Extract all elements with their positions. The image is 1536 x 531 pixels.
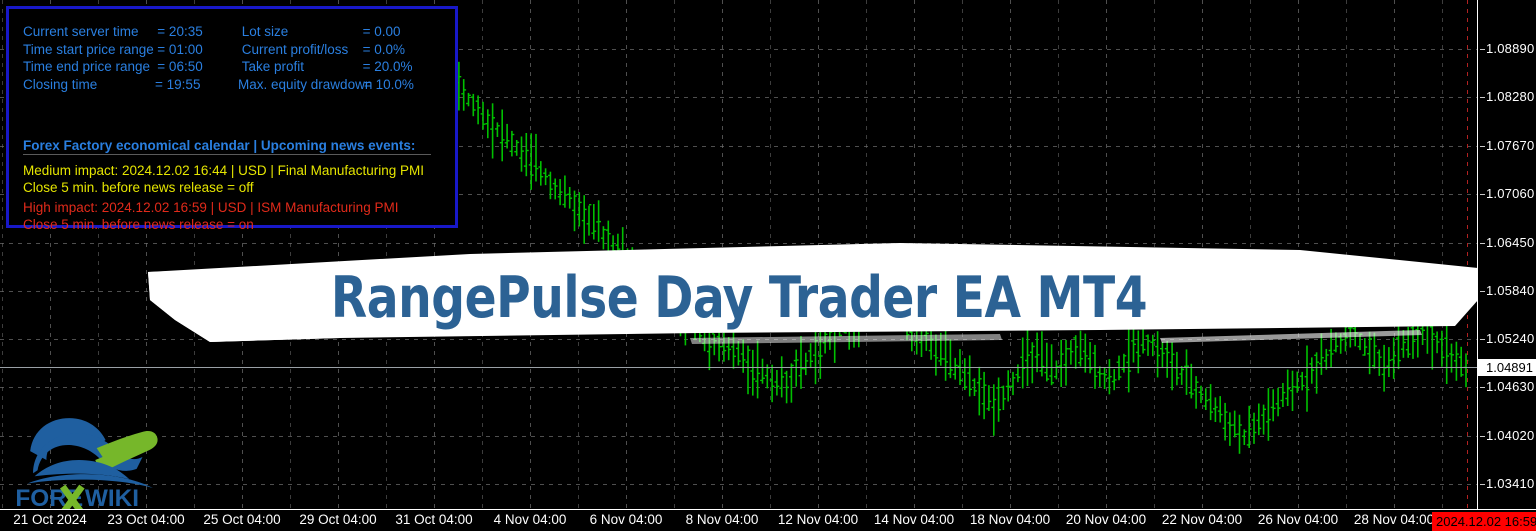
forex-wiki-trading-logo: FORE WIKI TRADING: [15, 418, 158, 509]
page-title: RangePulse Day Trader EA MT4: [330, 265, 1148, 331]
tick-dash: [1480, 242, 1485, 244]
price-axis-tick: 1.07670: [1480, 138, 1534, 153]
time-axis-tick: 22 Nov 04:00: [1161, 512, 1243, 527]
price-axis-tick: 1.05240: [1480, 331, 1534, 346]
price-axis-tick: 1.03410: [1480, 476, 1534, 491]
time-axis-tick: 20 Nov 04:00: [1065, 512, 1147, 527]
ea-info-panel: Current server time = 20:35 Lot size = 0.00…: [6, 6, 458, 232]
time-axis-tick: 28 Nov 04:00: [1353, 512, 1435, 527]
stat-value: = 10.0%: [364, 76, 414, 92]
current-price-line: [0, 367, 1478, 368]
news-time-badge: 2024.12.02 16:59: [1432, 512, 1536, 531]
price-axis: 1.08890 1.08280 1.07670 1.07060 1.06450 1.058…: [1477, 0, 1536, 509]
price-axis-tick: 1.06450: [1480, 235, 1534, 250]
tick-dash: [1480, 48, 1485, 50]
current-price-tag: 1.04891: [1478, 359, 1536, 376]
tick-dash: [1480, 193, 1485, 195]
stat-value: = 0.00: [362, 24, 401, 39]
ea-stat-row: Time start price range = 01:00 Current pro…: [23, 41, 447, 59]
stat-value: = 19:55: [155, 76, 201, 92]
stat-label: Current profit/loss: [241, 41, 349, 57]
panel-divider: [23, 154, 431, 155]
time-axis-tick: 21 Oct 2024: [13, 512, 87, 527]
ea-stat-row: Closing time = 19:55 Max. equity drawdown =…: [23, 76, 447, 94]
time-axis-tick: 8 Nov 04:00: [685, 512, 759, 527]
ea-stat-row: Time end price range = 06:50 Take profit = …: [23, 58, 447, 76]
price-axis-tick: 1.04630: [1480, 379, 1534, 394]
news-event-high-line1: High impact: 2024.12.02 16:59 | USD | IS…: [23, 200, 399, 215]
tick-dash: [1480, 386, 1485, 388]
stat-value: = 20.0%: [362, 59, 413, 75]
news-event-medium-line1: Medium impact: 2024.12.02 16:44 | USD | …: [23, 163, 424, 178]
stat-label: Closing time: [23, 76, 98, 92]
time-axis-tick: 18 Nov 04:00: [969, 512, 1051, 527]
stat-value: = 06:50: [157, 59, 203, 75]
tick-dash: [1480, 290, 1485, 292]
tick-dash: [1480, 96, 1485, 98]
price-axis-tick: 1.08890: [1480, 41, 1534, 56]
price-axis-tick: 1.07060: [1480, 186, 1534, 201]
time-axis-tick: 26 Nov 04:00: [1257, 512, 1339, 527]
price-axis-tick: 1.05840: [1480, 283, 1534, 298]
time-axis-tick: 29 Oct 04:00: [299, 512, 377, 527]
stat-value: = 20:35: [157, 24, 203, 39]
news-event-vertical-line: [1467, 0, 1468, 509]
svg-text:WIKI: WIKI: [85, 485, 139, 509]
time-axis-tick: 31 Oct 04:00: [395, 512, 473, 527]
stat-value: = 01:00: [157, 41, 203, 57]
price-axis-tick: 1.08280: [1480, 89, 1534, 104]
time-axis-tick: 25 Oct 04:00: [203, 512, 281, 527]
price-axis-tick: 1.04020: [1480, 428, 1534, 443]
time-axis-tick: 14 Nov 04:00: [873, 512, 955, 527]
tick-dash: [1480, 338, 1485, 340]
stat-label: Current server time: [23, 24, 139, 39]
stat-label: Max. equity drawdown: [238, 76, 373, 92]
time-axis-tick: 23 Oct 04:00: [107, 512, 185, 527]
stat-label: Lot size: [241, 24, 289, 39]
tick-dash: [1480, 145, 1485, 147]
news-event-high-line2: Close 5 min. before news release = on: [23, 217, 254, 232]
stat-label: Take profit: [241, 59, 304, 75]
time-axis-tick: 4 Nov 04:00: [493, 512, 567, 527]
time-axis-tick: 6 Nov 04:00: [589, 512, 663, 527]
svg-text:TRADING: TRADING: [60, 506, 141, 509]
time-axis: 21 Oct 2024 23 Oct 04:00 25 Oct 04:00 29 Oc…: [0, 509, 1536, 531]
calendar-heading: Forex Factory economical calendar | Upco…: [23, 138, 416, 153]
tick-dash: [1480, 435, 1485, 437]
stat-value: = 0.0%: [362, 41, 405, 57]
stat-label: Time start price range: [23, 41, 154, 57]
ea-stats-grid: Current server time = 20:35 Lot size = 0.00…: [23, 23, 447, 93]
ea-stat-row: Current server time = 20:35 Lot size = 0.00: [23, 23, 447, 41]
news-event-medium-line2: Close 5 min. before news release = off: [23, 180, 254, 195]
stat-label: Time end price range: [23, 59, 151, 75]
tick-dash: [1480, 483, 1485, 485]
time-axis-tick: 12 Nov 04:00: [777, 512, 859, 527]
